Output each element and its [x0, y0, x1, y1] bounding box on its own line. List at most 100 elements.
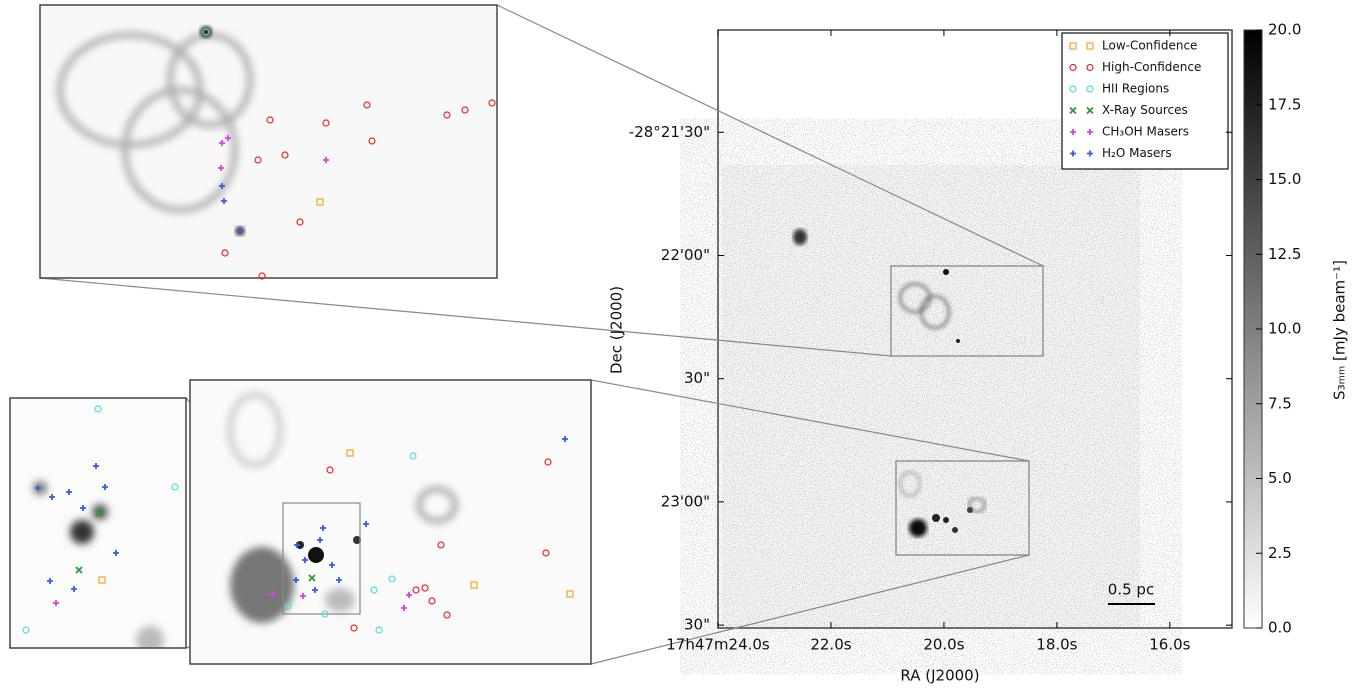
source-marker [1086, 106, 1094, 115]
legend-label: Low-Confidence [1102, 39, 1197, 53]
source-marker [284, 602, 292, 610]
source-marker [113, 550, 119, 556]
source-marker [363, 521, 369, 527]
legend-label: CH₃OH Masers [1102, 125, 1189, 139]
y-axis-label: Dec (J2000) [608, 286, 626, 374]
source-marker [470, 581, 478, 589]
colorbar-tick-label: 2.5 [1268, 544, 1292, 562]
source-marker [22, 626, 30, 634]
x-tick-label: 22.0s [810, 636, 851, 654]
source-marker [329, 562, 335, 568]
source-marker [401, 605, 407, 611]
source-marker [317, 537, 323, 543]
inset-middle [190, 380, 591, 664]
source-marker [320, 525, 326, 531]
source-marker [98, 576, 106, 584]
source-marker [461, 106, 469, 114]
source-marker [437, 541, 445, 549]
source-marker [316, 198, 324, 206]
source-marker [1069, 63, 1077, 72]
source-marker [443, 111, 451, 119]
source-marker [406, 592, 412, 598]
source-marker [1069, 42, 1077, 50]
source-marker [443, 611, 451, 619]
source-marker [95, 509, 103, 517]
source-marker [93, 463, 99, 469]
inset-frame [189, 379, 592, 665]
source-marker [35, 485, 41, 491]
source-marker [308, 574, 316, 582]
colorbar-tick-label: 0.0 [1268, 619, 1292, 637]
source-marker [370, 586, 378, 594]
source-marker [375, 626, 383, 634]
source-marker [296, 218, 304, 226]
source-marker [1086, 42, 1094, 50]
source-marker [542, 549, 550, 557]
legend [1061, 32, 1229, 170]
source-marker [202, 28, 210, 36]
source-marker [1086, 63, 1094, 72]
source-marker [312, 587, 318, 593]
source-marker [346, 449, 354, 457]
source-marker [266, 116, 274, 124]
y-tick-label: 22'00" [661, 246, 710, 264]
source-marker [1070, 129, 1076, 135]
y-tick-label: -28°21'30" [629, 123, 710, 141]
colorbar-tick-label: 12.5 [1268, 245, 1301, 263]
source-marker [225, 135, 231, 141]
source-marker [94, 405, 102, 413]
source-marker [1069, 106, 1077, 115]
source-marker [47, 578, 53, 584]
legend-label: HII Regions [1102, 82, 1169, 96]
y-tick-label: 30" [684, 616, 710, 634]
colorbar-tick-label: 20.0 [1268, 21, 1301, 39]
source-marker [363, 101, 371, 109]
x-axis-label: RA (J2000) [900, 667, 979, 685]
source-marker [562, 436, 568, 442]
legend-label: X-Ray Sources [1102, 103, 1188, 117]
source-marker [1086, 85, 1094, 93]
source-marker [80, 505, 86, 511]
source-marker [75, 566, 83, 574]
source-marker [294, 542, 300, 548]
colorbar-label: S₃ₘₘ [mJy beam⁻¹] [1331, 260, 1349, 400]
source-marker [412, 586, 420, 594]
source-marker [53, 600, 59, 606]
source-marker [258, 272, 266, 280]
y-tick-label: 30" [684, 369, 710, 387]
source-marker [322, 119, 330, 127]
inset-frame [9, 397, 187, 649]
source-marker [388, 575, 396, 583]
source-marker [566, 590, 574, 598]
source-marker [409, 452, 417, 460]
inset-frame [39, 4, 498, 279]
legend-label: H₂O Masers [1102, 146, 1172, 160]
source-marker [300, 593, 306, 599]
source-marker [350, 624, 358, 632]
source-marker [428, 597, 436, 605]
source-marker [171, 483, 179, 491]
colorbar-tick-label: 15.0 [1268, 170, 1301, 188]
source-marker [336, 577, 342, 583]
source-marker [219, 183, 225, 189]
source-marker [326, 466, 334, 474]
source-marker [302, 557, 308, 563]
source-marker [421, 584, 429, 592]
source-marker [66, 489, 72, 495]
scale-bar-label: 0.5 pc [1108, 581, 1154, 599]
x-tick-label: 17h47m24.0s [666, 636, 770, 654]
colorbar-tick-label: 7.5 [1268, 394, 1292, 412]
inset-left [10, 398, 186, 648]
source-marker [1070, 150, 1076, 157]
y-tick-label: 23'00" [661, 492, 710, 510]
source-marker [71, 586, 77, 592]
source-marker [323, 157, 329, 163]
source-marker [1069, 85, 1077, 93]
colorbar-tick-label: 10.0 [1268, 320, 1301, 338]
source-marker [368, 137, 376, 145]
x-tick-label: 20.0s [923, 636, 964, 654]
source-marker [102, 484, 108, 490]
source-marker [1087, 129, 1093, 135]
source-marker [254, 156, 262, 164]
